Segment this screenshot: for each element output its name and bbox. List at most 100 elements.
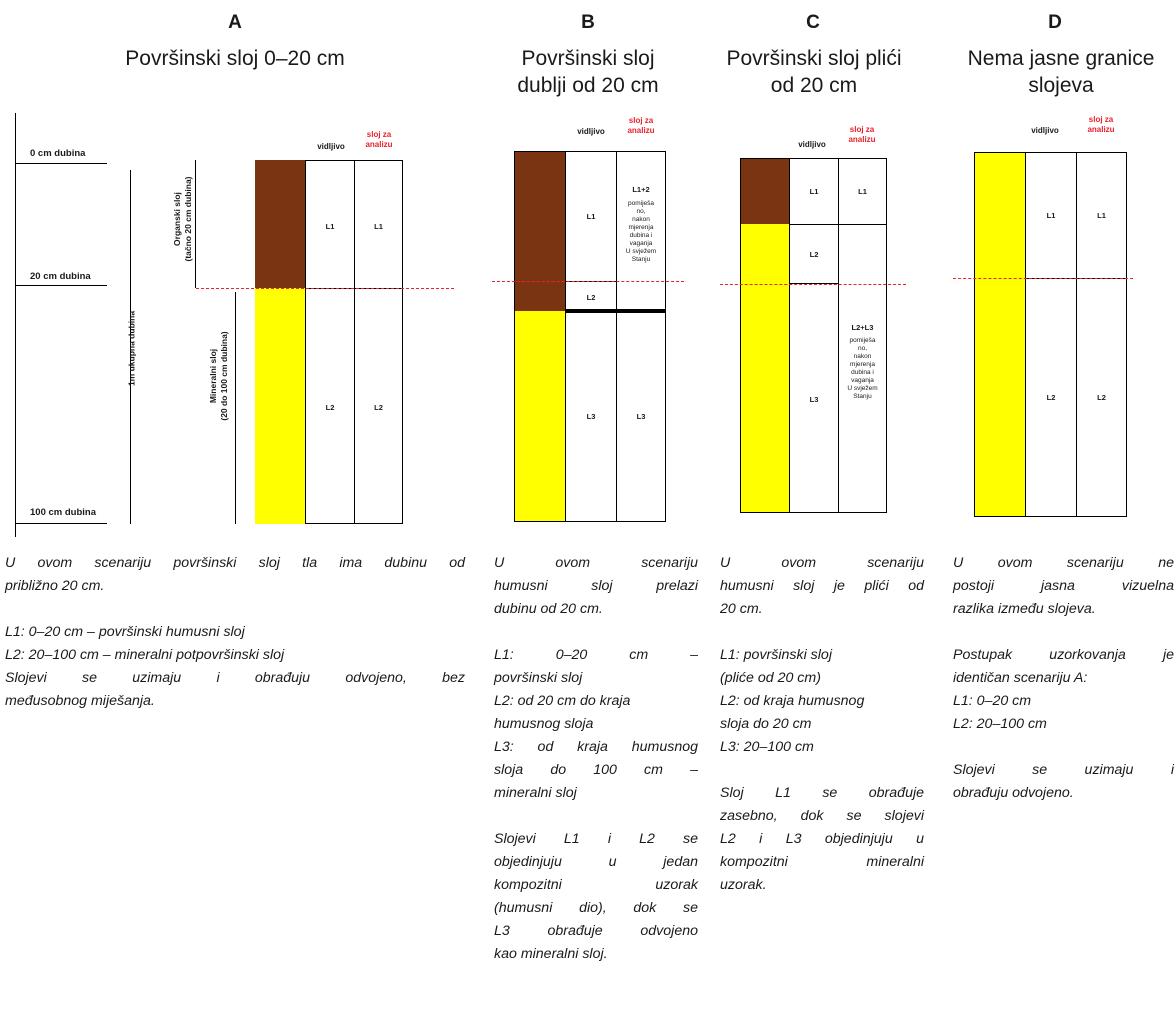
desc-d-line: L2: 20–100 cm	[953, 716, 1047, 732]
depth-label-20cm: 20 cm dubina	[30, 271, 91, 282]
soil-mineral-column	[514, 311, 566, 521]
scenario-d-title-line2: slojeva	[1028, 74, 1094, 97]
desc-c-line: L2: od kraja humusnog	[720, 693, 865, 709]
depth-label-100cm: 100 cm dubina	[30, 507, 96, 518]
desc-d-line: razlika između slojeva.	[953, 601, 1096, 617]
header-analysis-line1: sloj za	[1088, 115, 1114, 124]
desc-a-line: Slojevi se uzimaju i obrađuju odvojeno, …	[5, 670, 465, 686]
note-line: U svježem	[847, 385, 878, 392]
scenario-c-description: U ovom scenariju humusni sloj je plići o…	[720, 552, 924, 897]
header-analysis-line2: analizu	[365, 140, 393, 149]
depth-tick-100cm	[15, 523, 107, 524]
desc-d-line: postoji jasna vizuelna	[953, 578, 1174, 594]
note-line: no,	[857, 345, 868, 352]
scenario-d-title: Nema jasne granice slojeva	[950, 45, 1172, 99]
mineral-layer-label-line2: (20 do 100 cm dubina)	[219, 331, 229, 421]
header-analysis-line2: analizu	[848, 135, 876, 144]
note-b-mixed: pomiješa no, nakon mjerenja dubina i vag…	[616, 200, 666, 264]
cell-c-analysis-l1: L1	[858, 187, 867, 196]
desc-c-line: L2 i L3 objedinjuju u	[720, 831, 924, 847]
desc-c-line: humusni sloj je plići od	[720, 578, 924, 594]
scenario-c-title-line2: od 20 cm	[770, 74, 858, 97]
visible-l3-box	[789, 283, 839, 513]
scenario-a-description: U ovom scenariju površinski sloj tla ima…	[5, 552, 465, 713]
desc-d-line: L1: 0–20 cm	[953, 693, 1032, 709]
desc-b-line: L1: 0–20 cm –	[494, 647, 698, 663]
organic-layer-label-line2: (tačno 20 cm dubina)	[183, 176, 193, 262]
desc-c-line	[720, 621, 924, 644]
depth-label-0cm: 0 cm dubina	[30, 148, 86, 159]
note-line: dubina i	[851, 369, 874, 376]
cell-a-analysis-l1: L1	[374, 222, 383, 231]
desc-a-line: L1: 0–20 cm – površinski humusni sloj	[5, 624, 245, 640]
header-analysis-line1: sloj za	[366, 130, 392, 139]
note-line: pomiješa	[849, 337, 876, 344]
header-analysis: sloj za analizu	[837, 125, 887, 145]
header-analysis-line2: analizu	[1087, 125, 1115, 134]
desc-c-line: zasebno, dok se slojevi	[720, 808, 924, 824]
desc-b-line: kao mineralni sloj.	[494, 946, 608, 962]
note-line: Stanju	[853, 393, 872, 400]
desc-b-line: Slojevi L1 i L2 se	[494, 831, 698, 847]
cut-line-b	[492, 281, 684, 282]
cell-c-visible-l2: L2	[809, 250, 819, 259]
header-analysis-line1: sloj za	[849, 125, 875, 134]
cell-b-visible-l1: L1	[586, 212, 596, 221]
layer-boundary-thick	[565, 309, 666, 313]
note-line: no,	[636, 208, 646, 215]
cell-d-analysis-l2: L2	[1097, 393, 1106, 402]
desc-b-line: dubinu od 20 cm.	[494, 601, 603, 617]
organic-bracket-line	[195, 160, 196, 288]
soil-humus-column	[255, 160, 305, 288]
depth-tick-0cm	[15, 163, 107, 164]
scenario-c-letter: C	[806, 12, 820, 33]
desc-b-line: sloja do 100 cm –	[494, 762, 698, 778]
cell-d-visible-l2: L2	[1046, 393, 1056, 402]
desc-d-line: U ovom scenariju ne	[953, 555, 1174, 571]
desc-c-line	[720, 759, 924, 782]
scenario-b-title-line2: dublji od 20 cm	[517, 74, 659, 97]
total-depth-line	[130, 170, 131, 524]
soil-mineral-column	[255, 288, 305, 524]
desc-b-line: objedinjuju u jedan	[494, 854, 698, 870]
desc-c-line: sloja do 20 cm	[720, 716, 812, 732]
header-visible: vidljivo	[577, 127, 605, 136]
note-line: pomiješa	[627, 200, 654, 207]
cut-line-d	[953, 278, 1133, 279]
desc-b-line: kompozitni uzorak	[494, 877, 698, 893]
cell-b-visible-l2: L2	[586, 293, 596, 302]
note-c-mixed: pomiješa no, nakon mjerenja dubina i vag…	[838, 337, 887, 401]
soil-mineral-column	[974, 152, 1026, 516]
desc-d-line: identičan scenariju A:	[953, 670, 1088, 686]
desc-c-line: Sloj L1 se obrađuje	[720, 785, 924, 801]
desc-a-line: približno 20 cm.	[5, 578, 105, 594]
cell-a-visible-l2: L2	[325, 403, 335, 412]
header-visible: vidljivo	[1031, 126, 1059, 135]
cell-d-visible-l1: L1	[1046, 211, 1056, 220]
scenario-d-letter: D	[1048, 12, 1062, 33]
organic-layer-label-line1: Organski sloj	[172, 192, 182, 246]
desc-a-line: međusobnog miješanja.	[5, 693, 155, 709]
desc-b-line: U ovom scenariju	[494, 555, 698, 571]
desc-b-line	[494, 805, 698, 828]
desc-a-line: U ovom scenariju površinski sloj tla ima…	[5, 555, 465, 571]
cell-c-visible-l1: L1	[809, 187, 819, 196]
desc-a-line	[5, 598, 465, 621]
analysis-l1-box	[838, 158, 887, 225]
desc-b-line: humusnog sloja	[494, 716, 594, 732]
scenario-d-title-line1: Nema jasne granice	[967, 47, 1155, 70]
cut-line-a	[196, 288, 454, 289]
soil-humus-column	[514, 151, 566, 311]
mineral-bracket-line	[235, 292, 236, 524]
organic-layer-label: Organski sloj (tačno 20 cm dubina)	[172, 154, 194, 284]
header-analysis: sloj za analizu	[616, 116, 666, 136]
desc-b-line: L3: od kraja humusnog	[494, 739, 698, 755]
cell-b-analysis-l12: L1+2	[632, 185, 650, 194]
mineral-layer-label-line1: Mineralni sloj	[208, 348, 218, 404]
desc-d-line: Slojevi se uzimaju i	[953, 762, 1174, 778]
desc-b-line: L2: od 20 cm do kraja	[494, 693, 631, 709]
soil-humus-column	[740, 158, 790, 224]
scenario-a-letter: A	[228, 12, 242, 33]
cell-a-analysis-l2: L2	[374, 403, 383, 412]
header-analysis-line1: sloj za	[628, 116, 654, 125]
